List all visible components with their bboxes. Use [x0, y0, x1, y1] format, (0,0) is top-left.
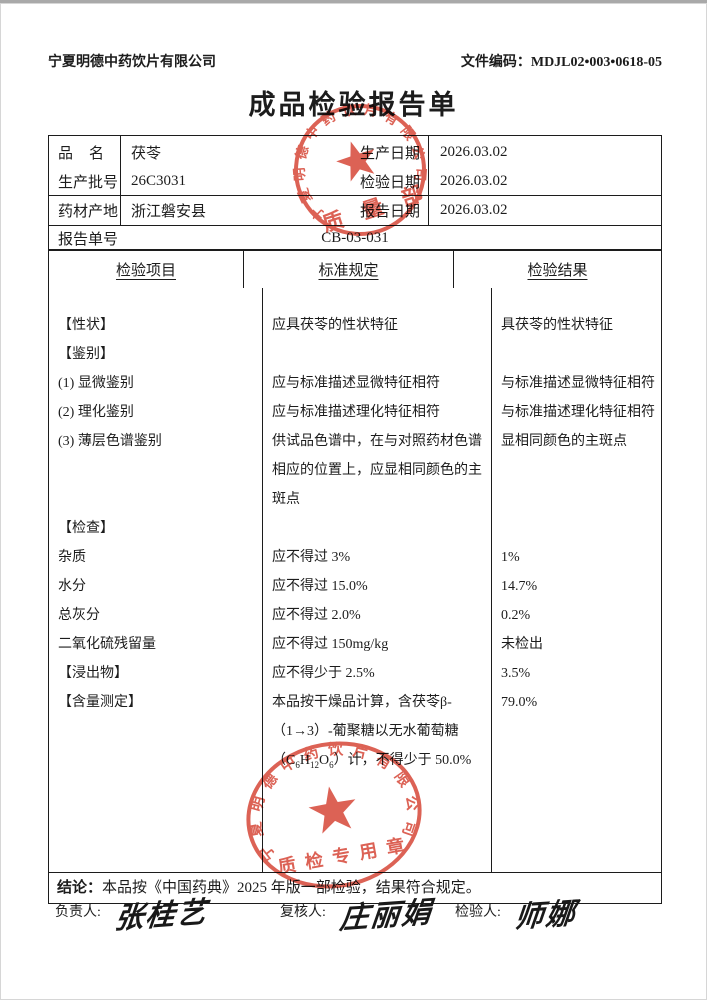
info-row-product: 品名 茯苓 生产日期 2026.03.02 — [49, 136, 661, 168]
report-date-label: 报告日期 — [359, 204, 420, 220]
result-cell: 3.5% — [501, 666, 531, 681]
header-item: 检验项目 — [49, 250, 244, 288]
production-date-label: 生产日期 — [359, 145, 420, 162]
item-cell: 水分 — [49, 572, 263, 601]
inspector-signature: 师娜 — [512, 895, 579, 935]
standard-cell: 应与标准描述显微特征相符 — [262, 369, 492, 398]
standard-cell: 供试品色谱中，在与对照药材色谱相应的位置上，应显相同颜色的主斑点 — [262, 427, 492, 514]
product-info-table: 品名 茯苓 生产日期 2026.03.02 生产批号 26C3031 检验日期 … — [48, 135, 662, 251]
table-row: (3) 薄层色谱鉴别 供试品色谱中，在与对照药材色谱相应的位置上，应显相同颜色的… — [49, 427, 707, 514]
spec-table: 检验项目 标准规定 检验结果 【性状】 应具茯苓的性状特征 具茯苓的性状特征 【… — [48, 249, 662, 904]
standard-cell — [262, 514, 492, 543]
header-result: 检验结果 — [527, 262, 588, 279]
standard-cell: 应不得过 15.0% — [262, 572, 492, 601]
standard-cell: 应不得过 2.0% — [262, 601, 492, 630]
item-cell: 【检查】 — [49, 514, 263, 543]
table-row: 【性状】 应具茯苓的性状特征 具茯苓的性状特征 — [49, 288, 707, 340]
doc-code: 文件编码：MDJL02•003•0618-05 — [460, 55, 662, 70]
production-date-value: 2026.03.02 — [428, 136, 661, 168]
standard-cell: 应与标准描述理化特征相符 — [262, 398, 492, 427]
info-row-origin: 药材产地 浙江磐安县 报告日期 2026.03.02 — [49, 196, 661, 226]
result-cell: 具茯苓的性状特征 — [501, 318, 613, 333]
spec-table-body: 【性状】 应具茯苓的性状特征 具茯苓的性状特征 【鉴别】 (1) 显微鉴别 应与… — [49, 288, 707, 872]
item-cell: (2) 理化鉴别 — [49, 398, 263, 427]
result-cell: 79.0% — [501, 695, 538, 710]
item-cell: 【浸出物】 — [49, 659, 263, 688]
reviewer-label: 复核人: — [280, 905, 326, 920]
table-row: 【浸出物】 应不得少于 2.5% 3.5% — [49, 659, 707, 688]
item-cell: 杂质 — [49, 543, 263, 572]
standard-cell — [262, 340, 492, 369]
batch-no-label: 生产批号 — [49, 168, 121, 195]
result-cell: 14.7% — [501, 579, 538, 594]
result-cell: 未检出 — [501, 637, 543, 652]
item-cell: 【含量测定】 — [49, 688, 263, 872]
report-no-label: 报告单号 — [58, 231, 119, 248]
item-cell: 【鉴别】 — [49, 340, 263, 369]
table-row: 【鉴别】 — [49, 340, 707, 369]
table-row: 水分 应不得过 15.0% 14.7% — [49, 572, 707, 601]
signature-row: 负责人: 张桂艺 复核人: 庄丽娟 检验人: 师娜 — [48, 895, 662, 947]
result-cell — [492, 340, 707, 369]
table-row: 二氧化硫残留量 应不得过 150mg/kg 未检出 — [49, 630, 707, 659]
page-title: 成品检验报告单 — [248, 90, 459, 120]
info-row-report-no: 报告单号 CB-03-031 — [49, 226, 661, 250]
item-cell: 二氧化硫残留量 — [49, 630, 263, 659]
company-name: 宁夏明德中药饮片有限公司 — [48, 55, 216, 70]
result-cell: 显相同颜色的主斑点 — [501, 434, 627, 449]
standard-cell: 应不得过 150mg/kg — [262, 630, 492, 659]
table-row: 总灰分 应不得过 2.0% 0.2% — [49, 601, 707, 630]
spec-table-header: 检验项目 标准规定 检验结果 — [49, 250, 661, 288]
standard-cell: 本品按干燥品计算，含茯苓β-（1→3）-葡聚糖以无水葡萄糖（C6H12O6）计，… — [262, 688, 492, 872]
reviewer-signature: 庄丽娟 — [337, 894, 435, 936]
inspection-date-label: 检验日期 — [359, 175, 420, 191]
product-name-value: 茯苓 — [131, 145, 162, 162]
standard-cell: 应具茯苓的性状特征 — [262, 288, 492, 340]
standard-cell: 应不得少于 2.5% — [262, 659, 492, 688]
item-cell: (1) 显微鉴别 — [49, 369, 263, 398]
item-cell: 总灰分 — [49, 601, 263, 630]
table-row: (1) 显微鉴别 应与标准描述显微特征相符 与标准描述显微特征相符 — [49, 369, 707, 398]
responsible-label: 负责人: — [55, 905, 101, 920]
standard-cell: 应不得过 3% — [262, 543, 492, 572]
origin-value: 浙江磐安县 — [131, 204, 207, 220]
inspection-date-value: 2026.03.02 — [428, 168, 661, 195]
report-date-value: 2026.03.02 — [428, 196, 661, 225]
page-header: 宁夏明德中药饮片有限公司 文件编码：MDJL02•003•0618-05 — [48, 51, 662, 71]
table-row: 【含量测定】 本品按干燥品计算，含茯苓β-（1→3）-葡聚糖以无水葡萄糖（C6H… — [49, 688, 707, 872]
origin-label: 药材产地 — [49, 196, 121, 225]
table-row: 杂质 应不得过 3% 1% — [49, 543, 707, 572]
result-cell: 1% — [501, 550, 520, 565]
conclusion-label: 结论： — [57, 879, 103, 896]
inspector-label: 检验人: — [455, 905, 501, 920]
result-cell — [492, 514, 707, 543]
responsible-signature: 张桂艺 — [112, 894, 210, 936]
report-no-value: CB-03-031 — [321, 229, 389, 246]
result-cell: 与标准描述理化特征相符 — [501, 405, 655, 420]
result-cell: 0.2% — [501, 608, 531, 623]
batch-no-value: 26C3031 — [131, 173, 187, 189]
item-cell: 【性状】 — [49, 288, 263, 340]
info-row-batch: 生产批号 26C3031 检验日期 2026.03.02 — [49, 168, 661, 196]
item-cell: (3) 薄层色谱鉴别 — [49, 427, 263, 514]
product-name-label: 品名 — [49, 136, 121, 168]
table-row: 【检查】 — [49, 514, 707, 543]
header-standard: 标准规定 — [244, 250, 454, 288]
result-cell: 与标准描述显微特征相符 — [501, 376, 655, 391]
table-row: (2) 理化鉴别 应与标准描述理化特征相符 与标准描述理化特征相符 — [49, 398, 707, 427]
